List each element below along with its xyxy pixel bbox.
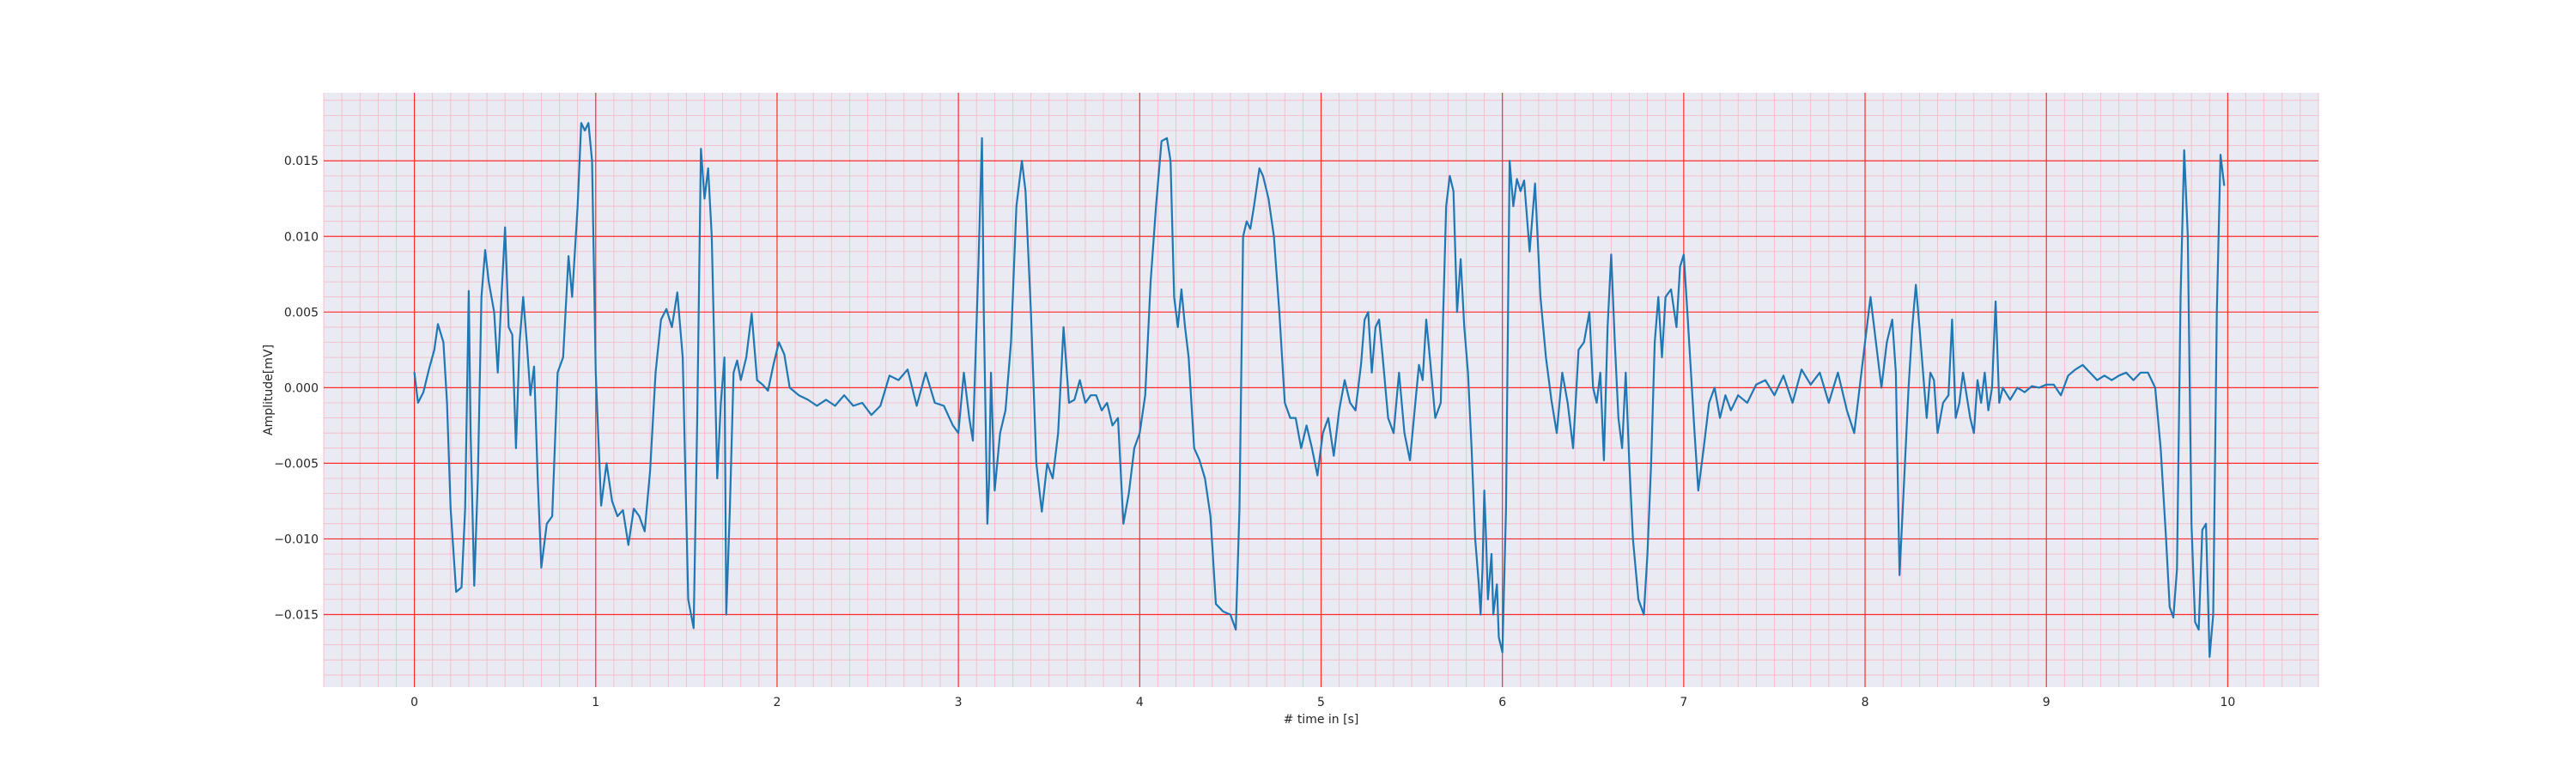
y-tick-label: 0.000 xyxy=(284,381,319,395)
y-axis-label: Amplitude[mV] xyxy=(262,344,276,435)
series-line-0 xyxy=(413,122,2226,658)
y-tick-label: 0.015 xyxy=(284,155,319,168)
y-tick-label: 0.005 xyxy=(284,306,319,320)
x-tick-label: 8 xyxy=(1862,696,1869,709)
x-tick-label: 5 xyxy=(1317,696,1325,709)
x-tick-label: 7 xyxy=(1680,696,1687,709)
x-tick-label: 4 xyxy=(1136,696,1144,709)
x-tick-label: 3 xyxy=(955,696,963,709)
x-tick-label: 2 xyxy=(773,696,781,709)
series-layer xyxy=(413,122,2226,658)
x-axis-label: # time in [s] xyxy=(1284,713,1359,727)
x-tick-label: 0 xyxy=(410,696,418,709)
x-tick-label: 10 xyxy=(2220,696,2235,709)
major-grid xyxy=(324,93,2318,687)
x-axis-ticks: 0 1 2 3 4 5 6 7 8 9 10 xyxy=(410,696,2235,709)
y-axis-ticks: −0.015 −0.010 −0.005 0.000 0.005 0.010 0.015 xyxy=(274,155,319,622)
y-tick-label: −0.015 xyxy=(274,608,319,622)
x-tick-label: 6 xyxy=(1498,696,1506,709)
x-tick-label: 9 xyxy=(2043,696,2050,709)
y-tick-label: 0.010 xyxy=(284,230,319,244)
y-tick-label: −0.010 xyxy=(274,533,319,546)
x-tick-label: 1 xyxy=(592,696,599,709)
y-tick-label: −0.005 xyxy=(274,457,319,471)
